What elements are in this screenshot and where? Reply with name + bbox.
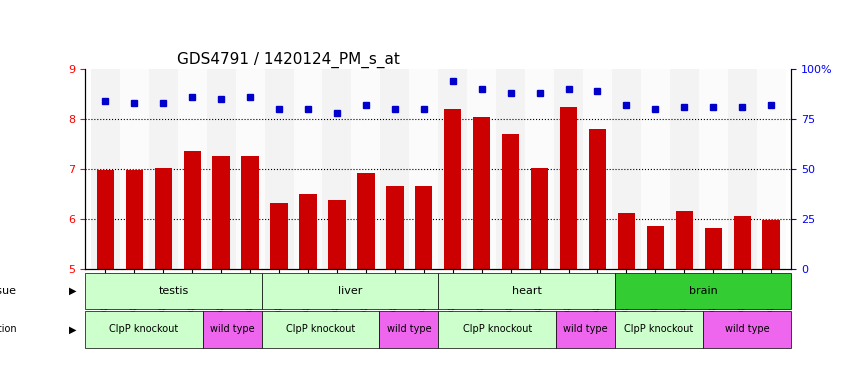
Bar [589, 129, 606, 269]
Bar [699, 69, 728, 269]
Bar [351, 69, 380, 269]
Bar [242, 157, 259, 269]
Bar [502, 134, 519, 269]
Bar [705, 228, 722, 269]
Text: genotype/variation: genotype/variation [0, 324, 17, 334]
Bar [583, 69, 612, 269]
Bar [265, 69, 294, 269]
Text: ▶: ▶ [69, 286, 76, 296]
Text: ClpP knockout: ClpP knockout [109, 324, 179, 334]
Bar [409, 69, 438, 269]
Text: wild type: wild type [210, 324, 254, 334]
Bar [300, 194, 317, 269]
Bar [91, 69, 120, 269]
Bar [323, 69, 351, 269]
Bar [473, 117, 490, 269]
Bar [328, 200, 346, 269]
Bar [178, 69, 207, 269]
Bar [207, 69, 236, 269]
Bar [612, 69, 641, 269]
Bar [213, 157, 230, 269]
Text: testis: testis [158, 286, 189, 296]
Text: heart: heart [511, 286, 541, 296]
Bar [236, 69, 265, 269]
Bar [467, 69, 496, 269]
Bar [438, 69, 467, 269]
Bar [380, 69, 409, 269]
Bar [357, 173, 374, 269]
Bar [294, 69, 323, 269]
Bar [728, 69, 757, 269]
Bar [386, 187, 403, 269]
Text: ClpP knockout: ClpP knockout [625, 324, 694, 334]
Bar [554, 69, 583, 269]
Bar [496, 69, 525, 269]
Text: tissue: tissue [0, 286, 17, 296]
Bar [525, 69, 554, 269]
Bar [149, 69, 178, 269]
Bar [618, 213, 635, 269]
Text: wild type: wild type [563, 324, 608, 334]
Text: ▶: ▶ [69, 324, 76, 334]
Bar [120, 69, 149, 269]
Bar [670, 69, 699, 269]
Bar [531, 168, 548, 269]
Text: brain: brain [688, 286, 717, 296]
Bar [271, 203, 288, 269]
Bar [762, 220, 780, 269]
Bar [126, 170, 143, 269]
Bar [647, 227, 664, 269]
Bar [444, 109, 461, 269]
Text: ClpP knockout: ClpP knockout [462, 324, 532, 334]
Text: GDS4791 / 1420124_PM_s_at: GDS4791 / 1420124_PM_s_at [177, 51, 400, 68]
Bar [97, 170, 114, 269]
Text: wild type: wild type [725, 324, 769, 334]
Bar [641, 69, 670, 269]
Bar [415, 187, 432, 269]
Bar [560, 107, 577, 269]
Text: liver: liver [338, 286, 363, 296]
Text: ClpP knockout: ClpP knockout [286, 324, 355, 334]
Bar [676, 211, 693, 269]
Bar [155, 168, 172, 269]
Bar [734, 217, 751, 269]
Bar [757, 69, 785, 269]
Bar [184, 152, 201, 269]
Text: wild type: wild type [386, 324, 431, 334]
